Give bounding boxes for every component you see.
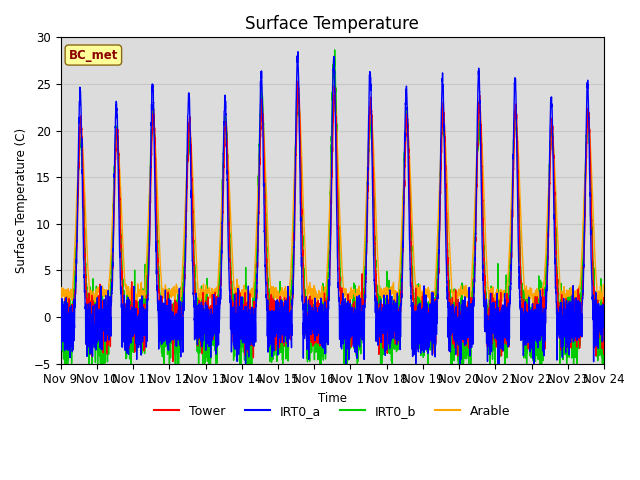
Tower xyxy=(424,330,432,336)
IRT0_b xyxy=(424,327,432,333)
IRT0_b xyxy=(600,323,607,328)
IRT0_a xyxy=(600,307,607,312)
IRT0_a xyxy=(454,342,462,348)
IRT0_b xyxy=(57,301,65,307)
Arable xyxy=(295,99,303,105)
IRT0_b xyxy=(331,47,339,53)
Tower xyxy=(454,297,462,302)
Arable xyxy=(154,211,162,217)
IRT0_a xyxy=(342,361,349,367)
Title: Surface Temperature: Surface Temperature xyxy=(245,15,419,33)
Arable xyxy=(454,291,462,297)
Tower xyxy=(600,331,608,337)
Legend: Tower, IRT0_a, IRT0_b, Arable: Tower, IRT0_a, IRT0_b, Arable xyxy=(150,400,515,423)
IRT0_b xyxy=(454,332,462,337)
Tower xyxy=(294,78,302,84)
Text: BC_met: BC_met xyxy=(68,48,118,61)
IRT0_b xyxy=(312,334,320,340)
X-axis label: Time: Time xyxy=(318,392,347,405)
Tower xyxy=(485,339,493,345)
Line: IRT0_a: IRT0_a xyxy=(61,52,604,364)
IRT0_a xyxy=(154,307,162,312)
IRT0_b xyxy=(600,337,608,343)
IRT0_a xyxy=(600,337,608,343)
Arable xyxy=(485,293,493,299)
IRT0_b xyxy=(485,305,493,311)
Line: Tower: Tower xyxy=(61,81,604,361)
IRT0_b xyxy=(154,264,162,269)
IRT0_a xyxy=(294,49,302,55)
Tower xyxy=(169,359,177,364)
IRT0_b xyxy=(61,361,68,367)
Line: Arable: Arable xyxy=(61,102,604,307)
Tower xyxy=(57,296,65,301)
IRT0_a xyxy=(312,319,320,325)
Arable xyxy=(570,304,578,310)
Arable xyxy=(57,295,65,301)
IRT0_a xyxy=(424,315,432,321)
Arable xyxy=(600,282,607,288)
Arable xyxy=(312,289,320,295)
Y-axis label: Surface Temperature (C): Surface Temperature (C) xyxy=(15,128,28,273)
Arable xyxy=(600,285,608,291)
Tower xyxy=(312,319,320,325)
IRT0_a xyxy=(57,324,65,329)
Tower xyxy=(600,295,607,300)
Arable xyxy=(424,286,432,292)
IRT0_a xyxy=(485,343,493,349)
Tower xyxy=(154,269,162,275)
Line: IRT0_b: IRT0_b xyxy=(61,50,604,364)
